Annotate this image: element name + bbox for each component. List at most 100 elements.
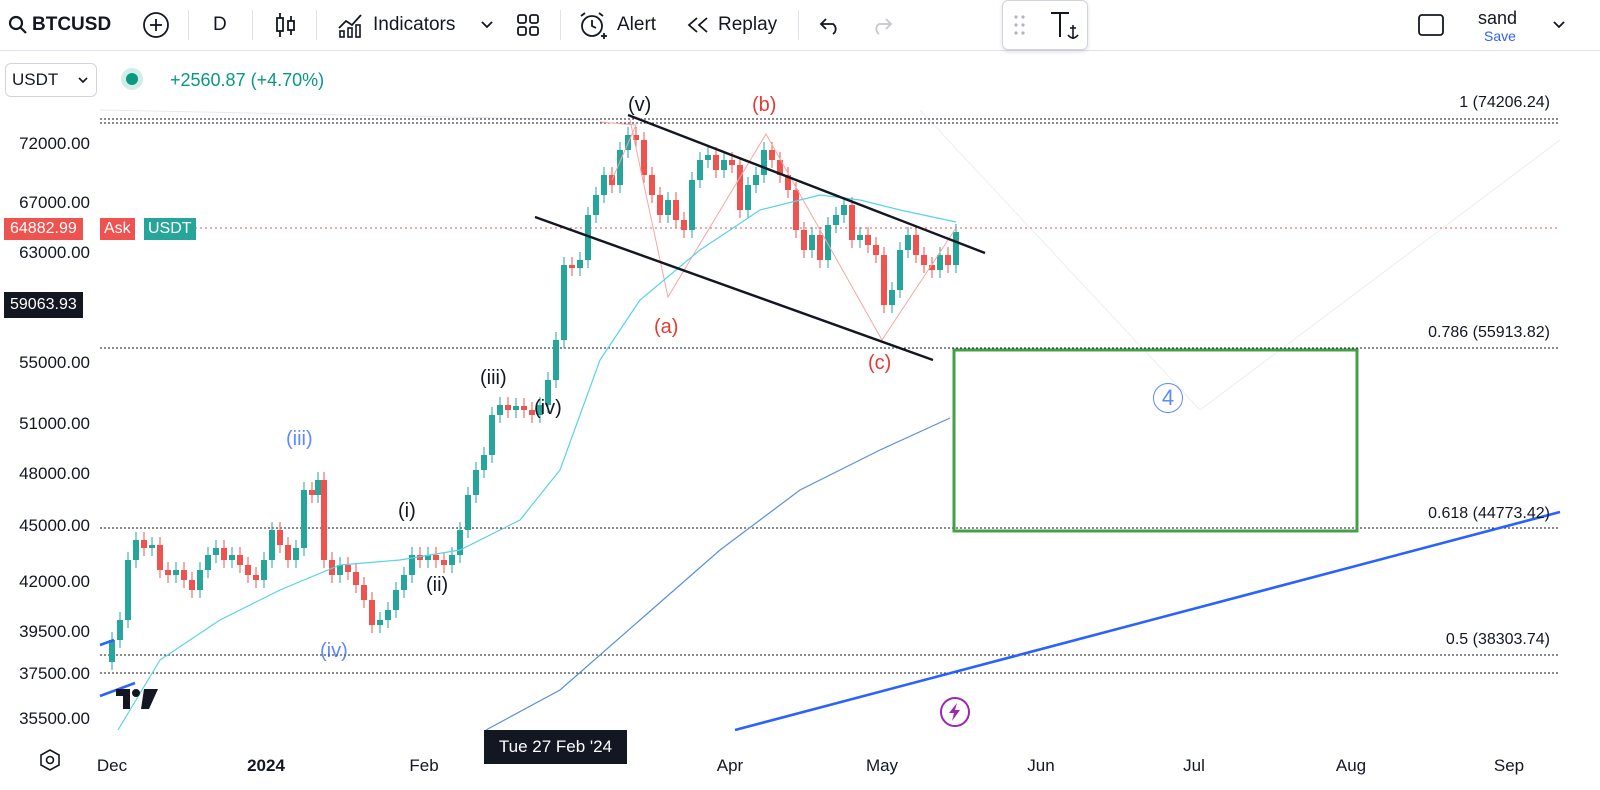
candle-body xyxy=(681,220,687,230)
indicators-dropdown[interactable] xyxy=(480,0,494,50)
indicators-button[interactable]: Indicators xyxy=(337,0,455,50)
candle-body xyxy=(809,235,815,250)
flash-button[interactable] xyxy=(940,697,970,727)
chart-canvas[interactable] xyxy=(0,50,1600,790)
indicators-label: Indicators xyxy=(373,14,456,35)
time-axis[interactable] xyxy=(0,736,1600,790)
candle-body xyxy=(377,620,383,625)
search-icon xyxy=(8,15,27,34)
undo-button[interactable] xyxy=(818,0,842,50)
candle-body xyxy=(577,260,583,268)
layouts-button[interactable] xyxy=(516,0,540,50)
fan-line xyxy=(919,109,1201,411)
undo-icon xyxy=(819,18,837,35)
fullscreen-button[interactable] xyxy=(1417,0,1445,50)
wave-label-b: (b) xyxy=(752,94,777,116)
candle-body xyxy=(713,155,719,170)
price-axis-label: 35500.00 xyxy=(19,709,90,728)
candle-body xyxy=(189,580,195,590)
candle-body xyxy=(777,160,783,175)
save-button[interactable]: Save xyxy=(1484,28,1516,44)
candle-body xyxy=(385,610,391,620)
fan-line xyxy=(1199,139,1561,411)
candle-body xyxy=(309,490,315,495)
candle-body xyxy=(345,565,351,572)
redo-button[interactable] xyxy=(870,0,894,50)
price-axis-label: 72000.00 xyxy=(19,134,90,153)
time-axis-label: 2024 xyxy=(247,756,285,775)
candle-body xyxy=(737,165,743,210)
price-axis-label: 51000.00 xyxy=(19,414,90,433)
currency-select[interactable]: USDT xyxy=(5,63,97,97)
wave-label-iv: (iv) xyxy=(534,397,562,419)
candle-body xyxy=(553,340,559,380)
drawing-toolbar xyxy=(1002,0,1088,50)
replay-button[interactable]: Replay xyxy=(686,0,777,50)
wave-label-i: (i) xyxy=(398,500,416,522)
candle-body xyxy=(329,560,335,575)
candle-body xyxy=(521,406,527,410)
separator xyxy=(252,10,253,40)
candle-body xyxy=(109,640,115,662)
candle-body xyxy=(673,200,679,220)
alarm-clock-icon xyxy=(580,12,607,39)
replay-label: Replay xyxy=(718,14,778,35)
candles-icon xyxy=(276,13,295,37)
candle-body xyxy=(825,225,831,260)
tradingview-logo[interactable] xyxy=(116,687,160,716)
candle-body xyxy=(125,560,131,620)
compare-button[interactable] xyxy=(142,0,170,50)
candle-body xyxy=(481,455,487,470)
channel-upper-line xyxy=(627,113,986,255)
chevron-down-icon xyxy=(481,21,493,29)
price-axis-label: 42000.00 xyxy=(19,572,90,591)
separator xyxy=(188,10,189,40)
current-price-tag: 64882.99 xyxy=(4,218,83,240)
tv-logo-icon xyxy=(116,689,158,709)
interval-label: D xyxy=(213,14,227,35)
trendline-blue xyxy=(734,510,1561,732)
text-anchor-icon[interactable] xyxy=(1049,9,1081,41)
abc-zigzag xyxy=(629,119,957,341)
candle-body xyxy=(213,548,219,555)
lightning-icon xyxy=(949,703,960,721)
candle-body xyxy=(245,565,251,575)
candle-body xyxy=(817,235,823,260)
candle-body xyxy=(745,185,751,210)
alert-button[interactable]: Alert xyxy=(579,0,656,50)
candle-body xyxy=(753,175,759,185)
chart-pane[interactable] xyxy=(0,50,1600,790)
fib-level-label: 0.786 (55913.82) xyxy=(1428,324,1550,341)
candle-body xyxy=(237,555,243,565)
candle-body xyxy=(881,255,887,305)
candle-body xyxy=(953,232,959,265)
channel-lower-line xyxy=(534,215,934,362)
interval-button[interactable]: D xyxy=(213,0,227,50)
candle-body xyxy=(601,175,607,195)
separator xyxy=(316,10,317,40)
candle-body xyxy=(665,200,671,215)
candle-body xyxy=(401,575,407,590)
candle-body xyxy=(433,555,439,560)
candle-body xyxy=(801,230,807,250)
candle-body xyxy=(197,570,203,590)
candle-body xyxy=(729,160,735,165)
drag-handle-icon[interactable] xyxy=(1013,14,1027,36)
candle-body xyxy=(849,205,855,240)
symbol-search[interactable]: BTCUSD xyxy=(8,0,111,50)
market-status-dot xyxy=(126,73,138,85)
chart-type-button[interactable] xyxy=(274,0,298,50)
save-dropdown[interactable] xyxy=(1552,0,1566,50)
candle-body xyxy=(277,530,283,545)
user-name[interactable]: sand xyxy=(1478,8,1518,28)
candle-body xyxy=(269,530,275,560)
add-symbol-icon xyxy=(143,12,169,38)
candle-body xyxy=(657,195,663,215)
fib-level-label: 1 (74206.24) xyxy=(1459,94,1550,111)
crosshair-time-tag: Tue 27 Feb '24 xyxy=(484,730,627,764)
ask-tag: Ask xyxy=(100,218,135,240)
candle-body xyxy=(337,565,343,575)
candle-body xyxy=(473,470,479,495)
settings-icon[interactable] xyxy=(38,748,62,772)
candle-body xyxy=(569,265,575,268)
